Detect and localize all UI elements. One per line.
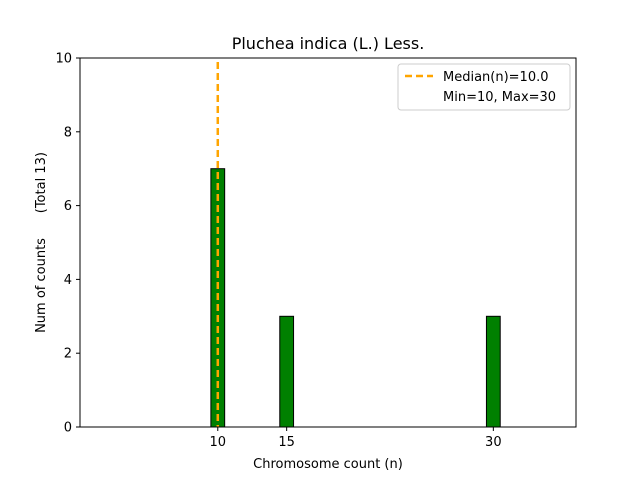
- x-tick-label: 30: [485, 435, 502, 450]
- y-tick-label: 6: [64, 199, 72, 214]
- y-axis: 0 2 4 6 8 10: [55, 52, 80, 436]
- y-axis-label: Num of counts (Total 13): [34, 152, 49, 333]
- plot-frame: [79, 57, 577, 428]
- y-tick-label: 0: [64, 421, 72, 436]
- x-tick-label: 15: [278, 435, 295, 450]
- x-tick-label: 10: [210, 435, 227, 450]
- legend-box: [397, 63, 571, 111]
- chart-title: Pluchea indica (L.) Less.: [232, 34, 425, 53]
- x-axis-label: Chromosome count (n): [253, 457, 403, 472]
- x-axis: 10 15 30: [210, 427, 502, 450]
- y-tick-label: 4: [64, 273, 72, 288]
- y-tick-label: 2: [64, 347, 72, 362]
- bar-15: [279, 315, 295, 428]
- bar-30: [485, 315, 501, 428]
- y-tick-label: 10: [55, 52, 72, 67]
- legend: Median(n)=10.0 Min=10, Max=30: [397, 63, 571, 111]
- y-tick-label: 8: [64, 125, 72, 140]
- legend-entry-median: Median(n)=10.0: [443, 70, 549, 85]
- legend-entry-range: Min=10, Max=30: [443, 90, 556, 105]
- plot-area: [80, 62, 543, 428]
